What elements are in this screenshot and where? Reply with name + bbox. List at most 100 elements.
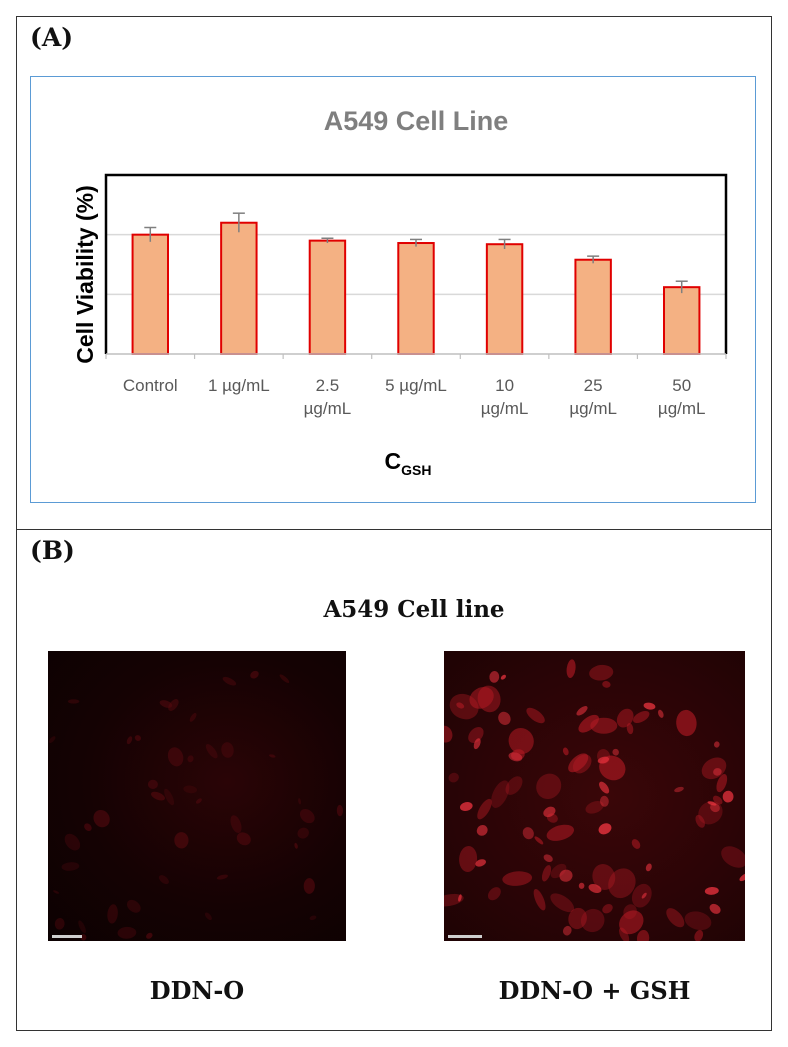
cell-blob [674,786,684,793]
micrograph-ddn-o-gsh [444,651,745,941]
bar-chart: A549 Cell Line Control 1 µg/mL 2.5 µg/mL 5 µg… [72,106,728,478]
cell-blob [84,823,92,832]
x-tick-label-4: 10 µg/mL [481,376,529,418]
cell-blob [676,709,697,737]
cell-blob [508,752,523,762]
cell-blob [568,907,587,930]
caption-left: DDN-O [149,976,245,1005]
cell-blob [477,798,492,820]
cells-left-image [48,670,344,941]
cell-blob [576,706,588,716]
cell-blob [505,776,523,795]
cell-blob [568,753,589,773]
cell-blob [522,827,534,840]
cell-blob [599,781,610,794]
cell-blob [709,903,721,914]
cell-blob [585,800,604,814]
cell-blob [195,798,202,804]
bar-5 [574,258,612,355]
y-axis-label: Cell Viability (%) [72,185,98,364]
panel-b: (B) A549 Cell line DDN-O DDN-O + GSH [16,529,772,1031]
bar-2 [308,239,347,355]
cell-blob [739,873,745,882]
cell-blob [64,833,81,851]
cell-blob [498,711,511,726]
cell-blob [631,883,652,908]
chart-title: A549 Cell Line [324,106,509,136]
cell-blob [230,815,242,833]
cell-blob [533,888,546,911]
cell-blob [623,904,637,920]
cell-blob [187,755,194,763]
cell-blob [297,827,309,839]
x-tick-label-5: 25 µg/mL [569,376,617,418]
cell-blob [444,893,464,907]
cells-right-image [444,659,745,941]
x-tick-label-6: 50 µg/mL [658,376,706,418]
cell-blob [168,699,179,711]
panel-a: (A) A549 Cell Line Control 1 µg/mL 2.5 µg/mL… [16,16,772,530]
cell-blob [631,839,641,849]
cell-blob [590,717,618,734]
cell-blob [147,779,158,790]
cell-blob [183,785,198,794]
cell-blob [489,671,500,683]
cell-blob [580,908,605,933]
cell-blob [93,809,110,828]
cell-blob [598,823,612,835]
cell-blob [459,801,473,812]
cell-blob [546,824,575,841]
panel-a-label: (A) [30,23,74,52]
cell-blob [53,890,60,894]
cell-blob [643,702,656,710]
x-tick-label-0: Control [123,376,178,395]
cell-blob [695,814,705,828]
cell-blob [303,878,315,894]
cell-blob [164,788,175,806]
cell-blob [67,699,80,704]
cell-blob [107,904,118,924]
caption-right: DDN-O + GSH [498,976,691,1005]
cell-blob [645,863,652,872]
cell-blob [279,674,290,684]
x-tick-label-1: 1 µg/mL [208,376,270,395]
cell-blob [61,862,80,871]
cell-blob [48,736,56,744]
cell-blob [566,659,576,679]
cell-blob [626,723,634,735]
cell-blob [189,712,197,722]
cell-blob [126,899,141,913]
cell-blob [602,904,613,914]
x-tick-label-3: 5 µg/mL [385,376,447,395]
cell-blob [222,676,237,686]
cell-blob [721,846,745,868]
cell-blob [684,911,712,931]
cell-blob [134,735,141,741]
cell-blob [534,836,544,845]
cell-blob [602,681,611,688]
bar-4 [485,243,524,355]
cell-blob [694,929,704,941]
cell-blob [616,708,634,728]
cell-blob [336,804,344,817]
cell-blob [536,773,562,800]
cell-blob [543,806,556,818]
cell-blob [608,868,636,899]
cell-blob [619,927,630,941]
cell-blob [550,893,575,913]
cell-blob [713,741,720,748]
cell-blob [456,702,465,709]
cell-blob [707,801,717,806]
cell-blob [712,795,723,805]
cell-blob [502,871,533,886]
cell-blob [117,926,137,939]
cell-blob [578,882,585,889]
cell-blob [559,869,573,882]
cell-blob [294,842,298,849]
cell-blob [469,687,494,709]
cell-blob [612,748,619,756]
cell-blob [78,920,86,934]
cell-blob [589,664,614,681]
scale-bar-left [52,935,82,938]
cell-blob [541,865,552,882]
